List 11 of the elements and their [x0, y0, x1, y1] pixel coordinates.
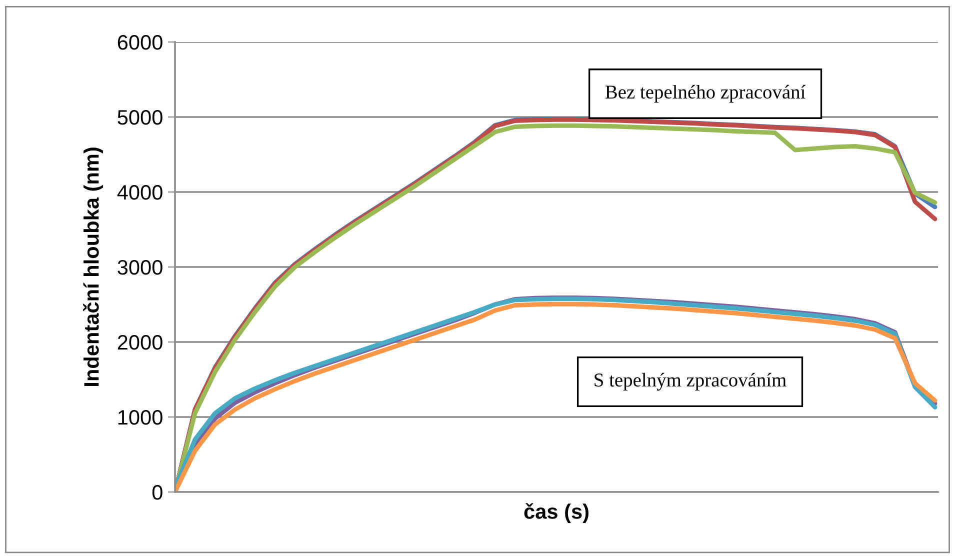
y-tick-label: 1000 — [118, 410, 162, 425]
y-tick-label: 0 — [152, 485, 162, 500]
y-tick-label: 3000 — [118, 260, 162, 275]
y-axis-title: Indentační hloubka (nm) — [83, 148, 103, 386]
y-tick-label: 5000 — [118, 110, 162, 125]
y-tick-label: 4000 — [117, 185, 162, 200]
annotation: Bez tepelného zpracování — [605, 84, 806, 103]
y-tick-label: 2000 — [118, 335, 162, 350]
y-tick-label: 6000 — [118, 35, 162, 50]
x-axis-title: čas (s) — [524, 503, 588, 523]
annotation: S tepelným zpracováním — [594, 372, 786, 391]
